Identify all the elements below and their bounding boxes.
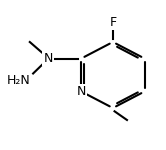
Text: H₂N: H₂N (7, 75, 31, 87)
Text: N: N (43, 52, 53, 65)
Text: N: N (77, 85, 86, 98)
Text: F: F (109, 16, 116, 29)
